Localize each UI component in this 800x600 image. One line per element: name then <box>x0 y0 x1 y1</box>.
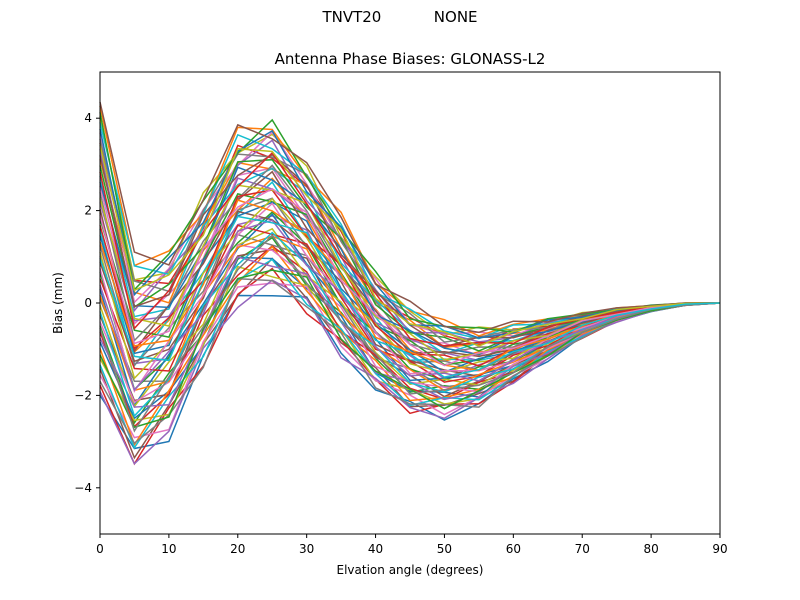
x-tick-label: 0 <box>96 542 104 556</box>
series-line-35 <box>99 279 721 465</box>
series-line-57 <box>99 187 721 367</box>
series-line-58 <box>99 234 721 433</box>
x-tick-label: 90 <box>712 542 727 556</box>
series-line-56 <box>99 101 721 334</box>
x-axis-label: Elvation angle (degrees) <box>337 563 484 577</box>
x-tick-label: 80 <box>643 542 658 556</box>
y-tick-label: 0 <box>84 296 92 310</box>
series-layer <box>99 101 721 466</box>
figure-title: TNVT20 NONE <box>322 8 478 26</box>
chart-title: Antenna Phase Biases: GLONASS-L2 <box>275 50 546 68</box>
x-axis: 0 10 20 30 40 50 60 70 80 90 <box>96 534 728 556</box>
y-tick-label: 4 <box>84 111 92 125</box>
series-line-53 <box>99 269 721 429</box>
x-tick-label: 30 <box>299 542 314 556</box>
y-tick-label: −4 <box>74 481 92 495</box>
series-line-59 <box>99 145 721 347</box>
x-tick-label: 10 <box>161 542 176 556</box>
y-axis: −4 −2 0 2 4 <box>74 111 100 495</box>
x-tick-label: 20 <box>230 542 245 556</box>
x-tick-label: 40 <box>368 542 383 556</box>
x-tick-label: 50 <box>437 542 452 556</box>
x-tick-label: 60 <box>506 542 521 556</box>
series-line-54 <box>99 151 721 347</box>
y-axis-label: Bias (mm) <box>51 272 65 334</box>
y-tick-label: −2 <box>74 388 92 402</box>
series-line-55 <box>99 219 721 392</box>
series-line-60 <box>99 215 721 378</box>
y-tick-label: 2 <box>84 204 92 218</box>
x-tick-label: 70 <box>575 542 590 556</box>
